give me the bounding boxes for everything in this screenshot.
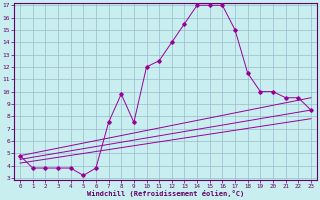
- X-axis label: Windchill (Refroidissement éolien,°C): Windchill (Refroidissement éolien,°C): [87, 190, 244, 197]
